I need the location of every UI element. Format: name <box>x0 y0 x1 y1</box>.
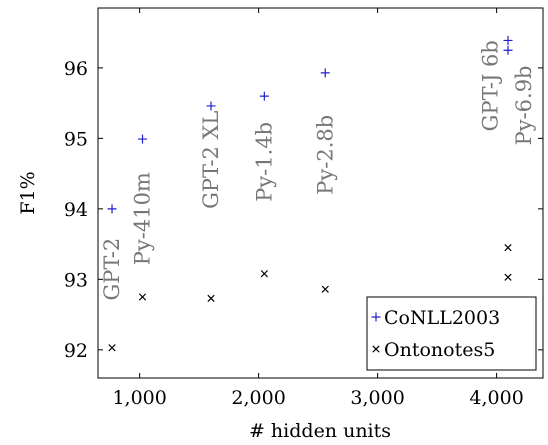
series-markers <box>107 35 513 352</box>
annotation-gpt-j-6b: GPT-J 6b <box>479 40 503 131</box>
point-ontonotes5 <box>207 294 215 302</box>
legend-plus-marker <box>371 312 381 322</box>
legend-label-ontonotes5: Ontonotes5 <box>384 339 495 361</box>
plot-frame <box>97 7 544 379</box>
point-conll2003 <box>206 101 216 111</box>
annotation-gpt-2-xl: GPT-2 XL <box>199 111 223 209</box>
point-conll2003 <box>503 45 513 55</box>
x-axis-ticks: 1,000 2,000 3,000 4,000 <box>112 8 524 409</box>
y-tick-label: 92 <box>64 340 88 362</box>
point-ontonotes5 <box>138 293 147 301</box>
legend-cross-marker <box>372 345 380 353</box>
annotation-gpt-2: GPT-2 <box>100 238 124 301</box>
point-ontonotes5 <box>108 344 116 352</box>
legend-marker-ontonotes5 <box>372 345 380 353</box>
point-ontonotes5 <box>504 243 512 252</box>
x-tick-label: 4,000 <box>469 387 523 409</box>
point-ontonotes5 <box>504 273 512 281</box>
point-ontonotes5 <box>321 285 329 293</box>
point-conll2003 <box>138 134 147 144</box>
point-conll2003 <box>107 204 117 214</box>
y-tick-label: 94 <box>64 199 88 221</box>
x-tick-label: 2,000 <box>231 387 285 409</box>
annotation-py-2-8b: Py-2.8b <box>313 115 337 195</box>
y-axis-ticks: 92 93 94 95 96 <box>64 58 543 362</box>
annotation-py-410m: Py-410m <box>131 172 155 265</box>
annotation-py-6-9b: Py-6.9b <box>512 65 536 145</box>
model-annotations: GPT-2 Py-410m GPT-2 XL Py-1.4b Py-2.8b GPT-J … <box>100 40 536 300</box>
legend-box <box>366 296 537 371</box>
y-tick-label: 95 <box>64 128 88 150</box>
point-conll2003 <box>503 35 513 45</box>
point-ontonotes5 <box>260 270 268 278</box>
x-tick-label: 3,000 <box>350 387 404 409</box>
y-tick-label: 96 <box>64 58 88 80</box>
y-tick-label: 93 <box>64 269 88 291</box>
x-axis-title: # hidden units <box>249 420 391 442</box>
point-conll2003 <box>320 68 330 78</box>
legend-marker-conll2003 <box>371 312 381 322</box>
point-conll2003 <box>259 91 269 101</box>
legend-label-conll2003: CoNLL2003 <box>384 307 500 329</box>
x-tick-label: 1,000 <box>112 387 166 409</box>
annotation-py-1-4b: Py-1.4b <box>252 122 276 202</box>
y-axis-title: F1% <box>17 171 39 214</box>
legend: CoNLL2003 Ontonotes5 <box>366 296 537 371</box>
